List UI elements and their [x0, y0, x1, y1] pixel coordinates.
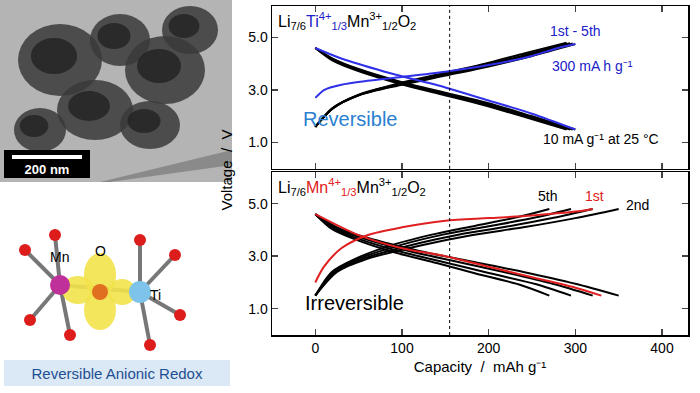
svg-text:Li​7/6​Ti​4+​​1/3​Mn​3+​​1/2​O: Li​7/6​Ti​4+​​1/3​Mn​3+​​1/2​O​2​	[278, 10, 416, 32]
svg-text:Li​7/6​Mn​4+​​1/3​Mn​3+​​1/2​O: Li​7/6​Mn​4+​​1/3​Mn​3+​​1/2​O​2​	[278, 176, 426, 198]
svg-text:Mn: Mn	[50, 249, 69, 265]
svg-text:Ti: Ti	[150, 287, 161, 303]
svg-text:5.0: 5.0	[248, 29, 268, 45]
svg-text:0: 0	[311, 340, 319, 356]
svg-text:1st: 1st	[585, 188, 604, 204]
svg-text:Reversible Anionic Redox: Reversible Anionic Redox	[32, 365, 203, 382]
svg-text:100: 100	[390, 340, 414, 356]
svg-text:Irreversible: Irreversible	[305, 292, 404, 314]
svg-text:3.0: 3.0	[248, 248, 268, 264]
svg-text:Voltage / V: Voltage / V	[218, 130, 235, 211]
svg-text:400: 400	[650, 340, 674, 356]
svg-text:5th: 5th	[538, 188, 557, 204]
svg-text:1.0: 1.0	[248, 134, 268, 150]
svg-text:O: O	[95, 243, 106, 259]
svg-text:2nd: 2nd	[626, 197, 649, 213]
svg-text:5.0: 5.0	[248, 196, 268, 212]
svg-text:Reversible: Reversible	[303, 108, 397, 130]
svg-text:200 nm: 200 nm	[25, 162, 70, 177]
svg-text:300 mA h g⁻¹: 300 mA h g⁻¹	[552, 58, 633, 74]
svg-text:300: 300	[564, 340, 588, 356]
svg-text:200: 200	[477, 340, 501, 356]
svg-text:Capacity / mAh g⁻¹: Capacity / mAh g⁻¹	[414, 358, 547, 375]
svg-text:1.0: 1.0	[248, 301, 268, 317]
svg-text:1st - 5th: 1st - 5th	[550, 23, 601, 39]
svg-text:3.0: 3.0	[248, 82, 268, 98]
svg-text:10 mA g⁻¹ at 25 °C: 10 mA g⁻¹ at 25 °C	[543, 131, 659, 147]
